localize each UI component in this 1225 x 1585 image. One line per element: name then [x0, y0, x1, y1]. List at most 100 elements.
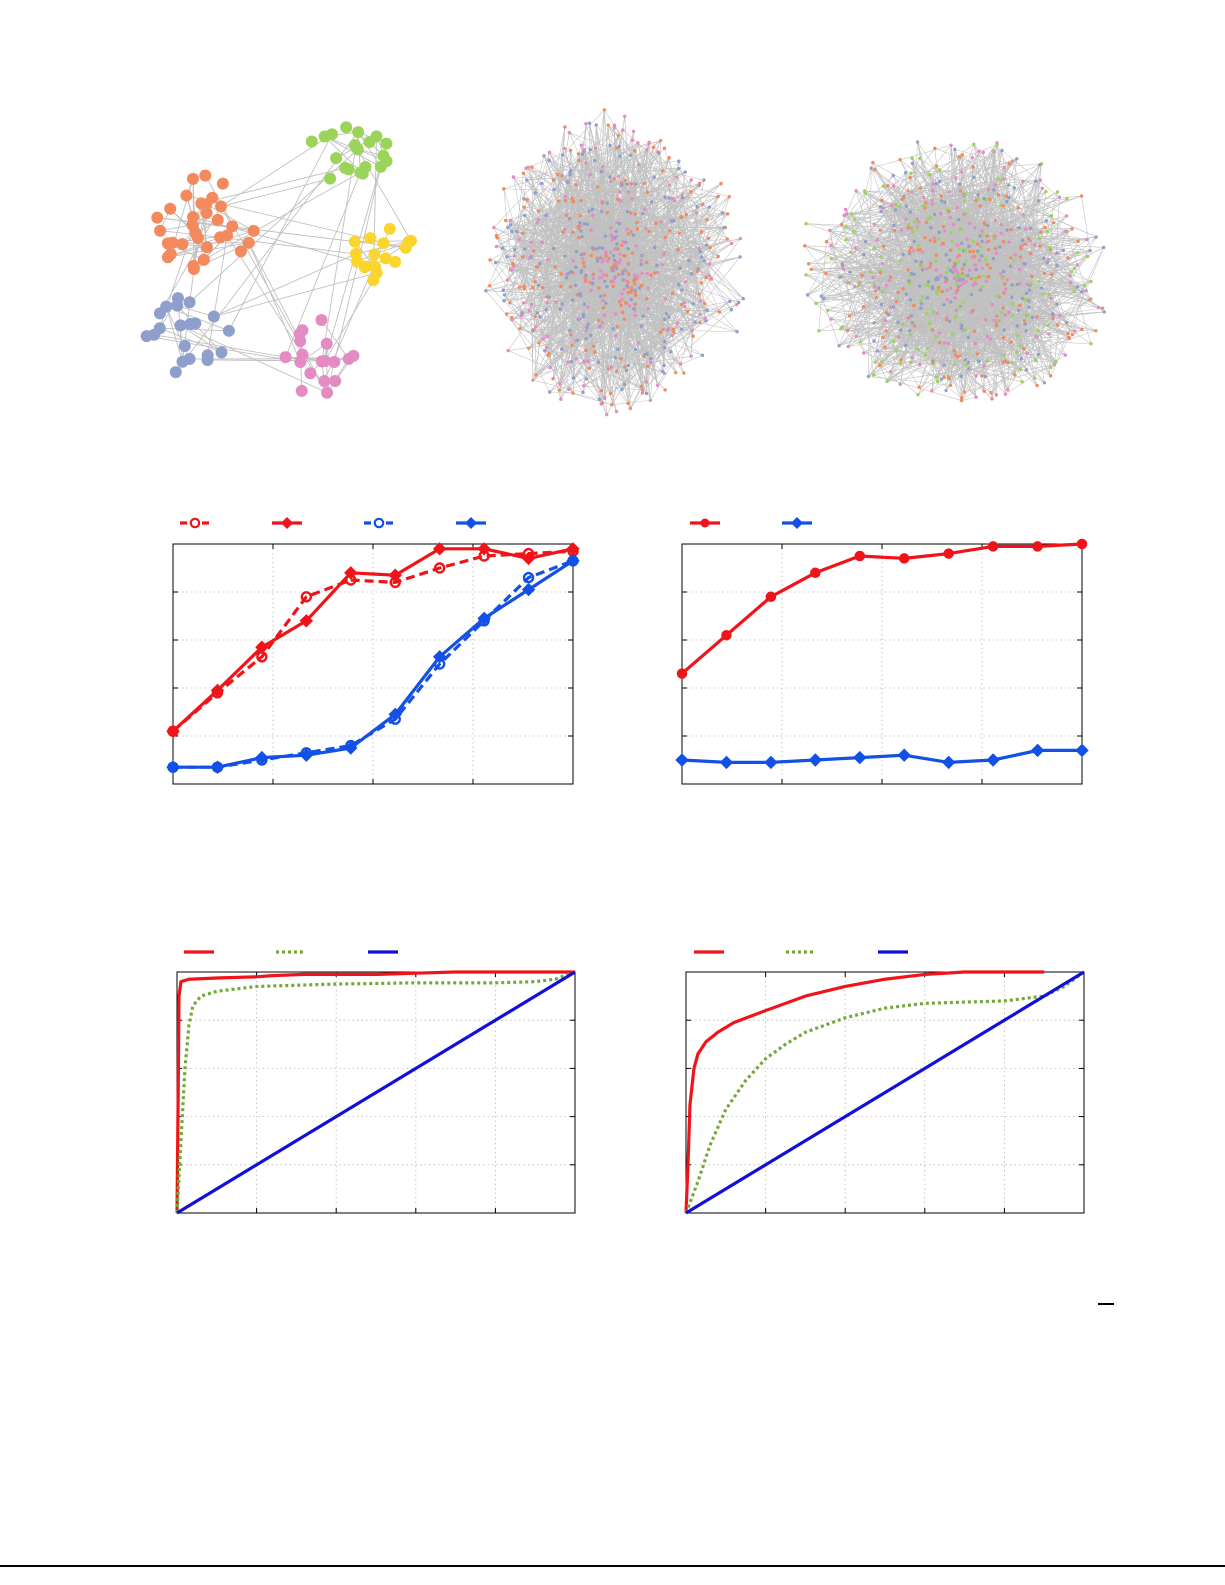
node: [610, 238, 614, 242]
edge: [901, 314, 1054, 361]
node: [571, 230, 575, 235]
node: [581, 390, 585, 395]
node: [948, 268, 953, 273]
series-line: [176, 970, 576, 1215]
edge: [583, 385, 643, 390]
node: [670, 196, 675, 201]
node: [633, 212, 637, 216]
edge: [1018, 179, 1041, 228]
node: [957, 247, 962, 251]
node: [613, 236, 617, 240]
node: [940, 199, 944, 203]
node: [954, 308, 958, 313]
node: [1036, 352, 1040, 357]
node: [1076, 250, 1080, 255]
node: [1010, 361, 1014, 365]
node: [616, 197, 620, 201]
node: [883, 318, 888, 323]
node: [547, 390, 552, 394]
node: [917, 220, 921, 224]
node: [918, 156, 922, 161]
node: [512, 254, 517, 258]
edge: [203, 172, 361, 261]
node: [488, 258, 492, 262]
node: [871, 373, 876, 377]
edge: [912, 322, 978, 355]
node: [576, 152, 581, 156]
node: [972, 175, 976, 180]
edge: [648, 157, 670, 232]
node: [1049, 296, 1053, 301]
edge: [664, 179, 692, 342]
node: [169, 366, 182, 379]
edge: [971, 287, 1042, 313]
node: [501, 288, 505, 292]
node: [618, 258, 622, 262]
edge: [997, 227, 1046, 321]
node: [1033, 358, 1038, 362]
node: [531, 285, 535, 290]
data-point: [432, 650, 447, 664]
node: [689, 354, 693, 359]
node: [226, 220, 239, 233]
node: [503, 218, 508, 223]
edge: [863, 306, 1056, 363]
node: [965, 237, 969, 241]
node: [1070, 227, 1074, 231]
node: [180, 189, 193, 202]
node: [522, 213, 527, 218]
series-line: [173, 559, 574, 769]
edge: [584, 129, 623, 150]
node: [632, 306, 636, 311]
node: [632, 279, 636, 283]
edge: [808, 263, 877, 298]
node: [958, 274, 962, 278]
node: [1051, 316, 1055, 321]
edge: [954, 149, 1010, 165]
node: [582, 147, 587, 152]
node: [851, 229, 856, 234]
node: [1068, 274, 1072, 278]
node: [960, 271, 965, 276]
node: [579, 270, 583, 274]
node: [535, 221, 539, 225]
node: [645, 352, 649, 356]
node: [623, 178, 627, 183]
edge: [838, 249, 1051, 347]
node: [527, 346, 531, 350]
node: [974, 198, 978, 203]
node: [598, 256, 603, 260]
node: [955, 255, 960, 260]
node: [644, 380, 649, 384]
edge: [877, 350, 937, 378]
edge: [159, 206, 222, 314]
node: [840, 325, 844, 329]
node: [1082, 284, 1087, 288]
node: [649, 200, 654, 204]
node: [953, 261, 957, 265]
node: [567, 216, 572, 221]
node: [932, 236, 937, 240]
edge: [680, 355, 703, 365]
node: [502, 187, 506, 191]
edge: [826, 241, 902, 361]
node: [578, 220, 582, 225]
node: [906, 226, 910, 230]
node: [1025, 351, 1030, 355]
node: [531, 249, 536, 253]
node: [930, 198, 934, 203]
edge: [548, 353, 577, 360]
node: [709, 277, 713, 281]
edge: [826, 192, 866, 242]
node: [626, 262, 631, 266]
node: [689, 272, 694, 276]
node: [582, 359, 586, 364]
node: [1017, 267, 1022, 272]
node: [907, 279, 911, 283]
node: [940, 290, 945, 294]
node: [634, 291, 638, 296]
node: [986, 187, 991, 192]
node: [602, 257, 606, 261]
node: [649, 356, 653, 361]
node: [898, 258, 903, 263]
